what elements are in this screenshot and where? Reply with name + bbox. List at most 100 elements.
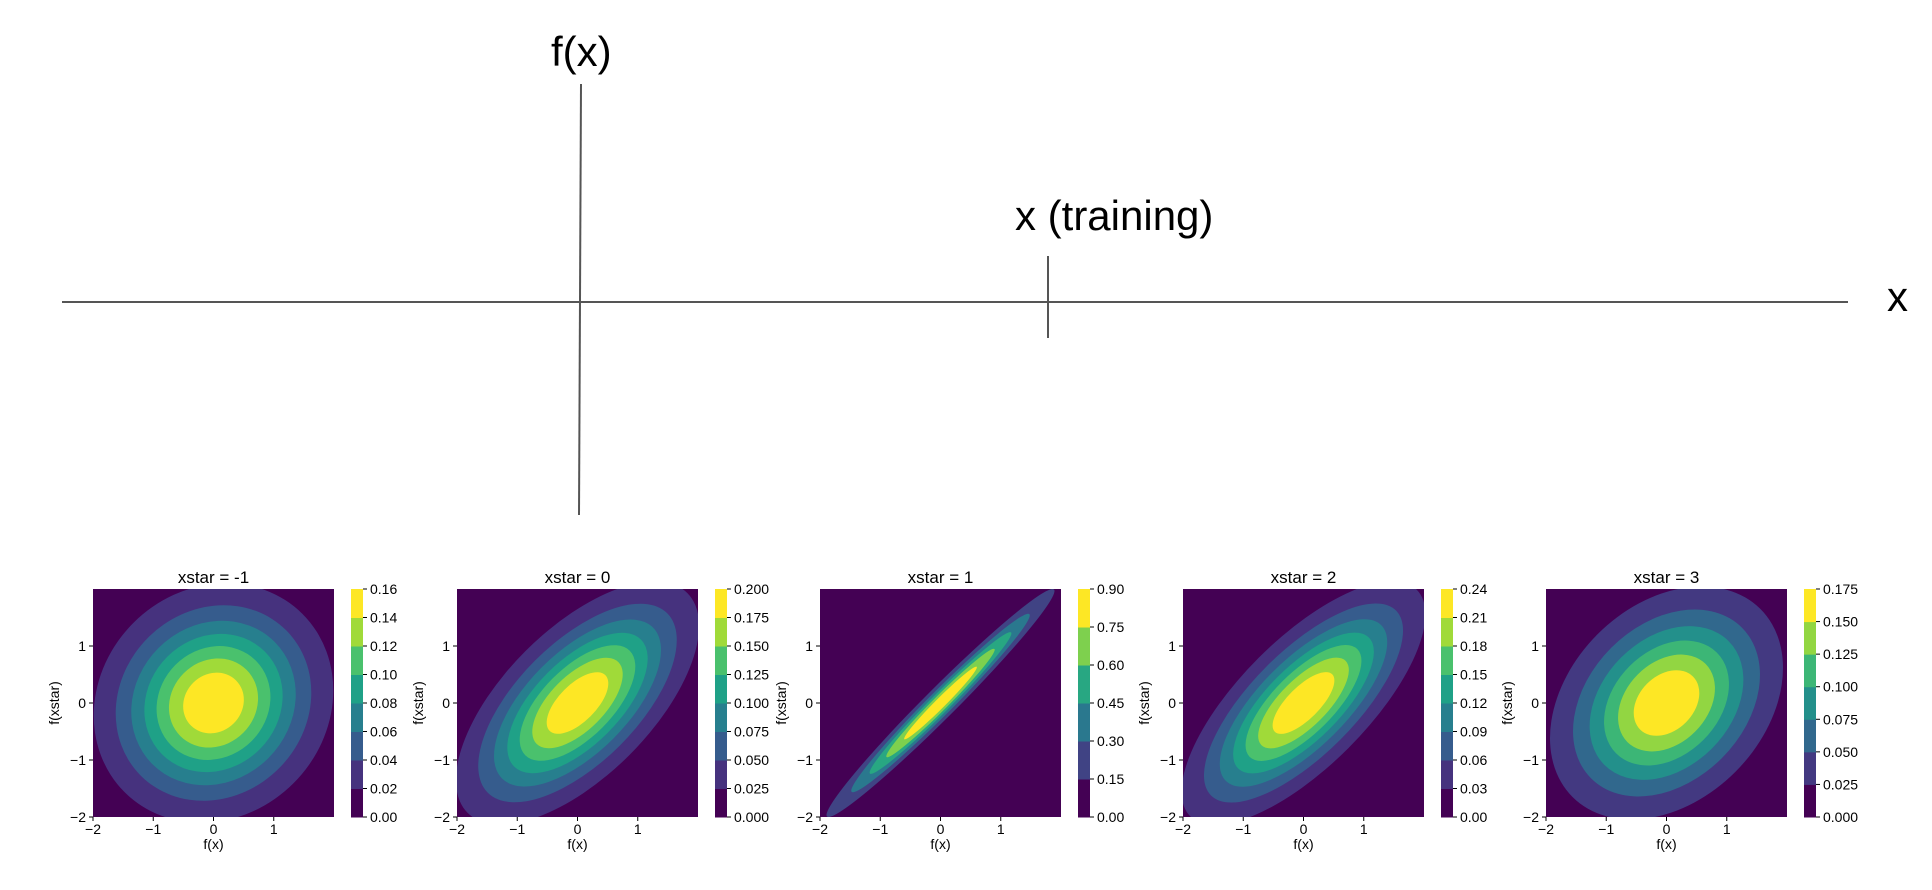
colorbar-tick-label: 0.075	[734, 724, 769, 740]
colorbar-tick-label: 0.00	[1460, 809, 1487, 825]
contour-panel-5: xstar = 3 −2 −1 0 1 −2 −1 0 1 f(x) f(xstar) 0.000 0.…	[1499, 568, 1858, 852]
colorbar-segment	[1078, 589, 1090, 628]
contour-panel-3: xstar = 1 −2 −1 0 1 −2 −1 0 1 f(x) f(xstar) 0.00 0.1…	[773, 568, 1124, 852]
contour-band-7	[546, 672, 609, 734]
colorbar-tick-label: 0.09	[1460, 724, 1487, 740]
contour-band-7	[1272, 672, 1335, 734]
x-tick-label: −2	[812, 821, 828, 837]
colorbar-segment	[715, 646, 727, 675]
colorbar-tick-label: 0.000	[734, 809, 769, 825]
colorbar-segment	[351, 646, 363, 675]
x-tick-label: −2	[1538, 821, 1554, 837]
colorbar-tick-label: 0.06	[370, 724, 397, 740]
colorbar-segment	[351, 617, 363, 647]
x-tick-label: 0	[1663, 821, 1671, 837]
x-axis-label: f(x)	[203, 836, 223, 852]
y-tick-label: 1	[1531, 638, 1539, 654]
fx-axis-label: f(x)	[551, 28, 612, 75]
y-tick-label: −1	[70, 752, 86, 768]
colorbar-tick-label: 0.15	[1097, 771, 1124, 787]
contour-panel-2: xstar = 0 −2 −1 0 1 −2 −1 0 1 f(x) f(xstar) 0.000 0.…	[410, 568, 769, 852]
colorbar-tick-label: 0.00	[370, 809, 397, 825]
x-tick-label: −2	[1175, 821, 1191, 837]
colorbar-tick-label: 0.125	[1823, 646, 1858, 662]
contour-band-6	[1633, 670, 1700, 736]
colorbar-tick-label: 0.100	[1823, 679, 1858, 695]
x-tick-label: 1	[997, 821, 1005, 837]
colorbar-segment	[715, 788, 727, 818]
panel-title: xstar = 3	[1634, 568, 1700, 587]
x-axis-label: x	[1887, 273, 1908, 320]
colorbar-segment	[1804, 719, 1816, 753]
colorbar-segment	[1078, 627, 1090, 666]
y-tick-label: 1	[442, 638, 450, 654]
colorbar-tick-label: 0.12	[1460, 695, 1487, 711]
y-tick-label: 0	[1531, 695, 1539, 711]
colorbar-tick-label: 0.175	[734, 610, 769, 626]
y-tick-label: −1	[1523, 752, 1539, 768]
x-tick-label: 0	[574, 821, 582, 837]
y-axis-label: f(xstar)	[46, 681, 62, 725]
colorbar-tick-label: 0.175	[1823, 581, 1858, 597]
x-tick-label: 0	[1300, 821, 1308, 837]
colorbar-segment	[1441, 788, 1453, 818]
y-tick-label: −2	[1523, 809, 1539, 825]
y-tick-label: −2	[434, 809, 450, 825]
colorbar-tick-label: 0.00	[1097, 809, 1124, 825]
colorbar-tick-label: 0.04	[370, 752, 397, 768]
colorbar-segment	[1441, 617, 1453, 647]
y-tick-label: −2	[1160, 809, 1176, 825]
colorbar-segment	[351, 703, 363, 732]
colorbar-segment	[1078, 741, 1090, 780]
colorbar-segment	[715, 617, 727, 647]
colorbar-tick-label: 0.025	[1823, 776, 1858, 792]
x-tick-label: −2	[85, 821, 101, 837]
y-axis-label: f(xstar)	[773, 681, 789, 725]
contour-band-7	[183, 672, 244, 734]
x-training-label: x (training)	[1015, 192, 1214, 239]
panel-title: xstar = 2	[1271, 568, 1337, 587]
colorbar-segment	[1078, 779, 1090, 818]
y-tick-label: 0	[78, 695, 86, 711]
x-tick-label: 0	[937, 821, 945, 837]
colorbar-segment	[1441, 703, 1453, 732]
x-tick-label: −1	[1235, 821, 1251, 837]
y-axis-label: f(xstar)	[1499, 681, 1515, 725]
panel-title: xstar = 1	[908, 568, 974, 587]
colorbar-tick-label: 0.100	[734, 695, 769, 711]
colorbar-tick-label: 0.15	[1460, 667, 1487, 683]
colorbar-segment	[715, 674, 727, 704]
fx-axis-line	[578, 83, 582, 516]
colorbar-segment	[1441, 760, 1453, 789]
y-tick-label: 0	[442, 695, 450, 711]
colorbar-tick-label: 0.000	[1823, 809, 1858, 825]
y-tick-label: 1	[78, 638, 86, 654]
y-axis-label: f(xstar)	[1136, 681, 1152, 725]
colorbar-tick-label: 0.16	[370, 581, 397, 597]
colorbar-segment	[1441, 731, 1453, 761]
colorbar-segment	[351, 589, 363, 618]
colorbar-tick-label: 0.08	[370, 695, 397, 711]
colorbar-segment	[1441, 646, 1453, 675]
colorbar-tick-label: 0.050	[734, 752, 769, 768]
y-tick-label: −2	[70, 809, 86, 825]
colorbar-tick-label: 0.30	[1097, 733, 1124, 749]
colorbar-segment	[715, 731, 727, 761]
colorbar-tick-label: 0.150	[1823, 614, 1858, 630]
contour-panel-4: xstar = 2 −2 −1 0 1 −2 −1 0 1 f(x) f(xstar) 0.00 0.0…	[1136, 568, 1487, 852]
colorbar-segment	[1441, 674, 1453, 704]
colorbar-tick-label: 0.200	[734, 581, 769, 597]
colorbar-segment	[1804, 784, 1816, 818]
x-tick-label: −1	[145, 821, 161, 837]
colorbar-tick-label: 0.18	[1460, 638, 1487, 654]
x-tick-label: 1	[1723, 821, 1731, 837]
colorbar-tick-label: 0.24	[1460, 581, 1487, 597]
y-tick-label: −1	[1160, 752, 1176, 768]
y-axis-label: f(xstar)	[410, 681, 426, 725]
x-axis-label: f(x)	[930, 836, 950, 852]
colorbar-tick-label: 0.12	[370, 638, 397, 654]
colorbar-tick-label: 0.06	[1460, 752, 1487, 768]
colorbar-segment	[351, 788, 363, 818]
colorbar-tick-label: 0.60	[1097, 657, 1124, 673]
x-tick-label: −2	[449, 821, 465, 837]
